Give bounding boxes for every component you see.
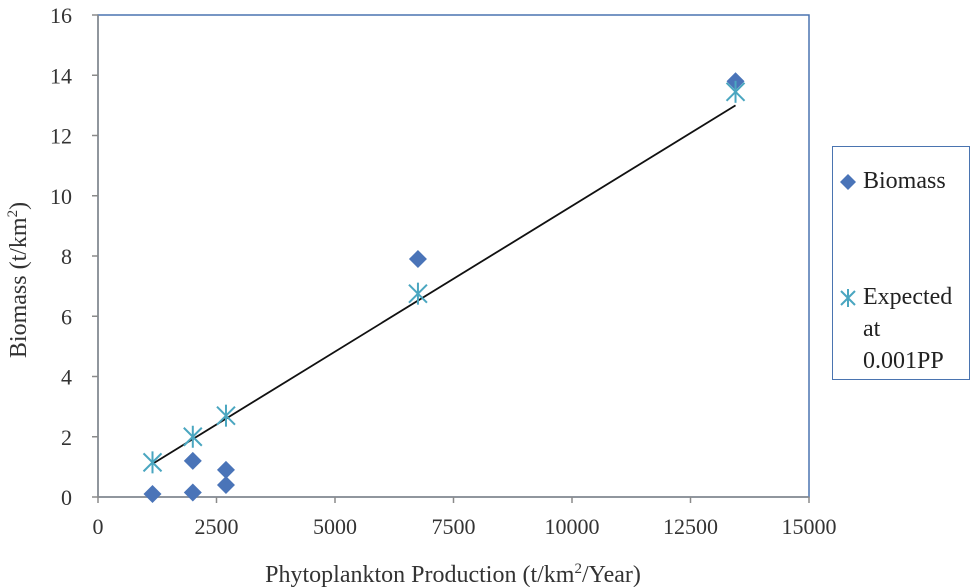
trendline [152, 104, 737, 465]
y-tick-label: 2 [61, 425, 72, 450]
axes: 0 2 4 6 8 10 12 14 16 0 2500 5000 7500 10000 12500 1500… [50, 3, 837, 539]
expected-point [183, 425, 203, 448]
expected-point [216, 404, 236, 427]
biomass-point [216, 475, 235, 494]
y-tick-label: 6 [61, 304, 72, 329]
y-tick-label: 10 [50, 184, 72, 209]
biomass-point [408, 250, 427, 269]
biomass-point [143, 484, 162, 503]
data-marks [142, 72, 746, 503]
diamond-icon [840, 174, 856, 190]
y-axis-title: Biomass (t/km2) [5, 202, 32, 358]
x-tick-label: 12500 [663, 514, 718, 539]
x-tick-label: 2500 [195, 514, 239, 539]
y-tick-label: 4 [61, 365, 72, 390]
trendline-group [152, 104, 737, 465]
y-tick-label: 14 [50, 63, 72, 88]
legend: Biomass Expected at 0.001PP [832, 146, 970, 380]
biomass-point [216, 460, 235, 479]
expected-point [408, 282, 428, 305]
biomass-point [183, 451, 202, 470]
x-tick-label: 10000 [545, 514, 600, 539]
legend-label: Expected at 0.001PP [863, 284, 953, 374]
legend-label: Biomass [863, 168, 946, 194]
x-axis-title: Phytoplankton Production (t/km2/Year) [265, 561, 641, 587]
expected-point [142, 451, 163, 474]
plot-area [97, 14, 810, 498]
x-tick-label: 5000 [313, 514, 357, 539]
expected-point [725, 80, 746, 103]
biomass-point [183, 483, 202, 502]
x-tick-label: 15000 [782, 514, 837, 539]
asterisk-icon [840, 289, 856, 307]
y-tick-label: 16 [50, 3, 72, 28]
x-tick-label: 0 [93, 514, 104, 539]
y-tick-label: 0 [61, 485, 72, 510]
y-tick-label: 12 [50, 124, 72, 149]
x-tick-label: 7500 [432, 514, 476, 539]
y-tick-label: 8 [61, 244, 72, 269]
